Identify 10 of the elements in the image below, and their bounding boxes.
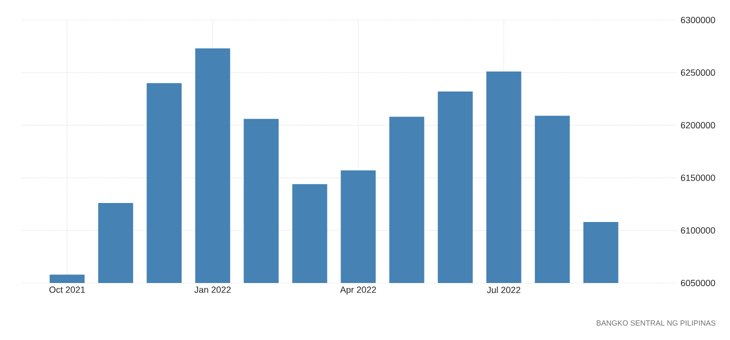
x-tick-label: Jul 2022 bbox=[486, 286, 520, 294]
y-tick-label: 6300000 bbox=[680, 16, 716, 24]
y-tick-label: 6150000 bbox=[680, 174, 716, 181]
x-tick-label: Jan 2022 bbox=[194, 286, 231, 293]
y-tick-label: 6050000 bbox=[680, 280, 716, 286]
y-tick-label: 6250000 bbox=[680, 69, 716, 76]
y-tick-label: 6200000 bbox=[680, 122, 716, 128]
x-tick-label: Apr 2022 bbox=[340, 286, 376, 295]
x-tick-label: Oct 2021 bbox=[49, 286, 85, 293]
y-tick-label: 6100000 bbox=[680, 227, 716, 234]
